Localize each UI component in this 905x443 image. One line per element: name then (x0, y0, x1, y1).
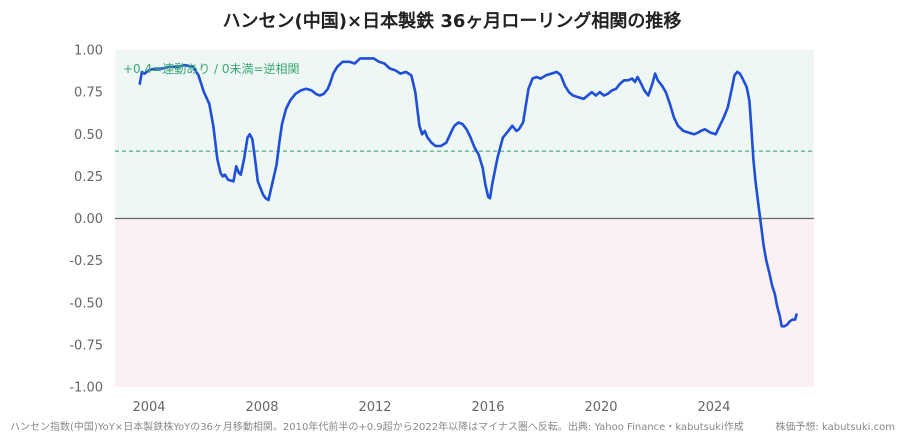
chart-footer-credit: 株価予想: kabutsuki.com (775, 420, 895, 433)
x-tick-label: 2012 (358, 400, 391, 415)
correlation-series-line (138, 57, 798, 328)
y-tick-label: -0.50 (69, 296, 103, 311)
y-tick-label: 0.75 (74, 86, 103, 101)
x-tick-label: 2016 (471, 400, 504, 415)
y-axis: 1.00 0.75 0.50 0.25 0.00 -0.25 -0.50 -0.75 -1.00 (69, 44, 103, 396)
y-tick-label: 0.00 (74, 212, 103, 227)
y-tick-label: -1.00 (69, 381, 103, 396)
y-tick-label: 1.00 (74, 44, 103, 59)
x-tick-label: 2020 (584, 400, 617, 415)
x-tick-label: 2004 (132, 400, 165, 415)
chart-title: ハンセン(中国)×日本製鉄 36ヶ月ローリング相関の推移 (223, 10, 682, 32)
negative-correlation-band (115, 218, 814, 387)
y-tick-label: 0.25 (74, 170, 103, 185)
y-tick-label: -0.75 (69, 338, 103, 353)
y-tick-label: 0.50 (74, 128, 103, 143)
y-tick-label: -0.25 (69, 254, 103, 269)
threshold-annotation: +0.4=連動あり / 0未満=逆相関 (123, 61, 300, 76)
chart-footer-note: ハンセン指数(中国)YoY×日本製鉄株YoYの36ヶ月移動相関。2010年代前半… (10, 420, 744, 433)
x-axis: 2004 2008 2012 2016 2020 2024 (132, 400, 730, 415)
x-tick-label: 2024 (697, 400, 730, 415)
x-tick-label: 2008 (245, 400, 278, 415)
